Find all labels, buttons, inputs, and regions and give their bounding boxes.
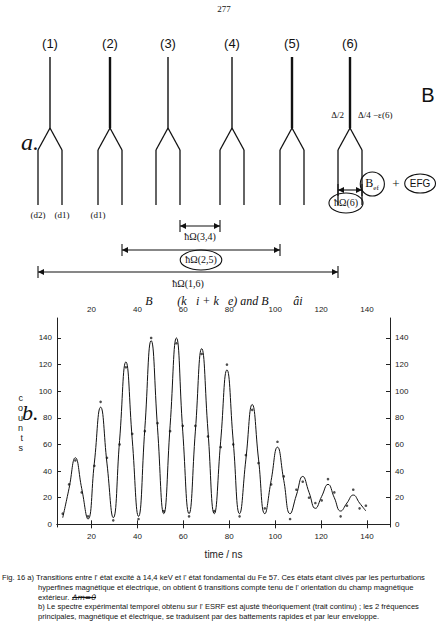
svg-text:(1): (1) [42, 36, 58, 51]
svg-text:time / ns: time / ns [205, 549, 243, 560]
html-text:b.: b. [22, 400, 39, 425]
svg-text:20: 20 [395, 493, 404, 502]
svg-text:n: n [18, 423, 23, 433]
svg-text:140: 140 [360, 305, 374, 314]
svg-text:120: 120 [314, 305, 328, 314]
svg-text:100: 100 [395, 387, 409, 396]
svg-text:100: 100 [268, 304, 282, 314]
svg-text:60: 60 [43, 440, 52, 449]
svg-text:(d1): (d1) [55, 210, 70, 220]
svg-text:(4): (4) [224, 36, 240, 51]
svg-text:80: 80 [43, 413, 52, 422]
svg-text:140: 140 [39, 333, 53, 342]
svg-text:40: 40 [133, 305, 142, 314]
svg-text:120: 120 [395, 360, 409, 369]
svg-text:20: 20 [87, 532, 96, 541]
svg-text:60: 60 [179, 532, 188, 541]
svg-text:s: s [19, 443, 24, 453]
svg-text:EFG: EFG [410, 178, 431, 189]
svg-text:+: + [392, 176, 399, 191]
svg-text:Bef: Bef [365, 176, 379, 192]
svg-text:20: 20 [43, 493, 52, 502]
svg-text:40: 40 [395, 467, 404, 476]
svg-text:0: 0 [48, 520, 53, 529]
svg-text:Δ/4 −ε(6): Δ/4 −ε(6) [358, 110, 392, 120]
svg-text:a.: a. [21, 129, 39, 155]
svg-text:100: 100 [268, 532, 282, 541]
svg-text:u: u [18, 413, 23, 423]
svg-text:ħΩ(6): ħΩ(6) [334, 197, 358, 209]
svg-text:60: 60 [395, 440, 404, 449]
svg-text:(6): (6) [342, 36, 358, 51]
svg-text:(d1): (d1) [91, 210, 106, 220]
svg-text:80: 80 [225, 532, 234, 541]
svg-text:0: 0 [395, 520, 400, 529]
svg-text:100: 100 [39, 387, 53, 396]
svg-text:40: 40 [133, 532, 142, 541]
svg-text:B: B [421, 84, 434, 106]
svg-text:40: 40 [43, 467, 52, 476]
svg-text:120: 120 [39, 360, 53, 369]
svg-text:(5): (5) [284, 36, 300, 51]
svg-text:ħΩ(2,5): ħΩ(2,5) [185, 254, 217, 266]
svg-text:c: c [19, 393, 24, 403]
svg-text:Δ/2: Δ/2 [331, 110, 344, 120]
svg-text:ħΩ(3,4): ħΩ(3,4) [184, 231, 216, 243]
svg-text:(2): (2) [102, 36, 118, 51]
svg-text:(3): (3) [160, 36, 176, 51]
svg-text:20: 20 [87, 305, 96, 314]
svg-text:140: 140 [360, 532, 374, 541]
svg-text:ħΩ(1,6): ħΩ(1,6) [172, 278, 204, 290]
svg-text:B⃗ ⊥ (k⃗i + k⃗e) and B⃗ ⊥ âi: B⃗ ⊥ (k⃗i + k⃗e) and B⃗ ⊥ âi [145, 294, 302, 308]
svg-text:60: 60 [178, 304, 188, 314]
svg-text:80: 80 [395, 413, 404, 422]
svg-text:80: 80 [224, 304, 234, 314]
svg-text:120: 120 [314, 532, 328, 541]
html-text:277: 277 [217, 4, 231, 14]
html-text:Fig. 16 a) Transitions entre l: Fig. 16 a) Transitions entre l' état exc… [2, 573, 425, 602]
html-text:b) Le spectre expérimental tem: b) Le spectre expérimental temporel obte… [38, 602, 419, 622]
svg-text:t: t [20, 433, 23, 443]
svg-text:o: o [18, 403, 23, 413]
svg-text:140: 140 [395, 333, 409, 342]
svg-text:(d2): (d2) [31, 210, 46, 220]
